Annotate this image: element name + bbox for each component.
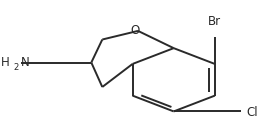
Text: O: O	[130, 24, 139, 37]
Text: N: N	[21, 56, 30, 69]
Text: 2: 2	[13, 63, 18, 72]
Text: Cl: Cl	[246, 106, 258, 119]
Text: H: H	[1, 56, 9, 69]
Text: Br: Br	[208, 15, 221, 28]
